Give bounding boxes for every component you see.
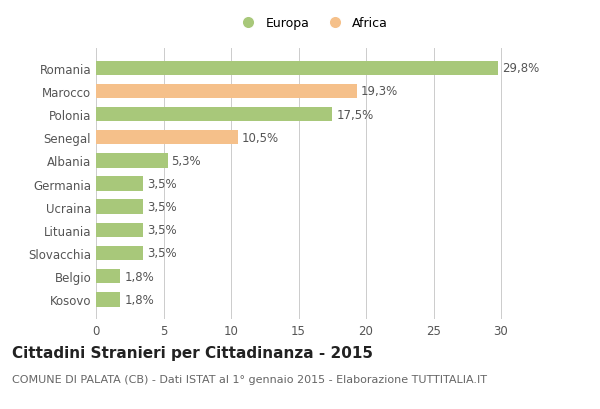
Bar <box>96 200 143 214</box>
Text: 3,5%: 3,5% <box>148 224 177 237</box>
Text: 17,5%: 17,5% <box>337 108 374 121</box>
Bar <box>96 154 167 168</box>
Bar <box>96 269 120 284</box>
Text: 5,3%: 5,3% <box>172 155 201 167</box>
Text: COMUNE DI PALATA (CB) - Dati ISTAT al 1° gennaio 2015 - Elaborazione TUTTITALIA.: COMUNE DI PALATA (CB) - Dati ISTAT al 1°… <box>12 374 487 384</box>
Bar <box>96 177 143 191</box>
Bar <box>96 84 356 99</box>
Bar <box>96 130 238 145</box>
Text: 19,3%: 19,3% <box>361 85 398 98</box>
Text: 10,5%: 10,5% <box>242 131 279 144</box>
Text: 1,8%: 1,8% <box>124 293 154 306</box>
Text: 1,8%: 1,8% <box>124 270 154 283</box>
Text: 3,5%: 3,5% <box>148 178 177 191</box>
Bar <box>96 61 499 76</box>
Bar <box>96 246 143 261</box>
Text: 3,5%: 3,5% <box>148 247 177 260</box>
Text: Cittadini Stranieri per Cittadinanza - 2015: Cittadini Stranieri per Cittadinanza - 2… <box>12 346 373 361</box>
Bar <box>96 292 120 307</box>
Text: 3,5%: 3,5% <box>148 201 177 213</box>
Legend: Europa, Africa: Europa, Africa <box>231 12 393 35</box>
Bar <box>96 108 332 122</box>
Text: 29,8%: 29,8% <box>502 62 539 75</box>
Bar <box>96 223 143 238</box>
